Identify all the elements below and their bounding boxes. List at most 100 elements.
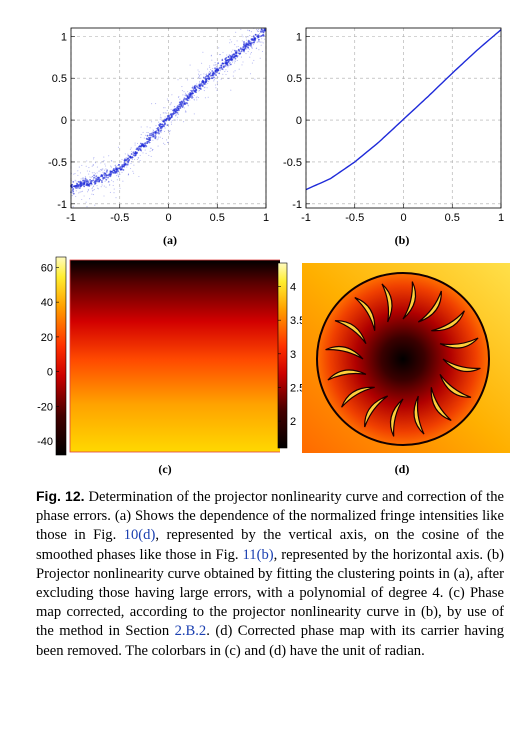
scatter-point <box>186 99 188 101</box>
scatter-point <box>118 164 120 166</box>
scatter-point <box>225 65 227 67</box>
scatter-point <box>174 110 176 112</box>
scatter-point <box>75 180 76 181</box>
scatter-point <box>164 144 165 145</box>
scatter-point <box>140 155 141 156</box>
scatter-point <box>145 150 146 151</box>
scatter-point <box>125 153 126 154</box>
scatter-point <box>256 48 257 49</box>
scatter-point <box>237 50 238 51</box>
scatter-point <box>185 93 186 94</box>
scatter-point <box>258 49 259 50</box>
scatter-point <box>184 103 186 105</box>
scatter-point <box>184 101 186 103</box>
scatter-point <box>228 78 229 79</box>
scatter-point <box>117 179 118 180</box>
scatter-point <box>164 124 166 126</box>
scatter-point <box>201 83 203 85</box>
scatter-point <box>144 138 145 139</box>
scatter-point <box>167 117 168 118</box>
phase-map-c <box>70 260 280 452</box>
scatter-point <box>115 165 116 166</box>
scatter-point <box>231 51 232 52</box>
scatter-point <box>246 42 248 44</box>
scatter-point <box>188 105 189 106</box>
scatter-point <box>151 136 152 137</box>
scatter-point <box>104 170 105 171</box>
scatter-point <box>104 175 106 177</box>
y-tick-label: -1 <box>57 199 67 211</box>
scatter-point <box>181 86 182 87</box>
scatter-point <box>238 52 240 54</box>
scatter-point <box>243 41 245 43</box>
scatter-point <box>221 79 222 80</box>
scatter-point <box>168 142 169 143</box>
scatter-point <box>186 111 187 112</box>
scatter-point <box>183 105 184 106</box>
scatter-point <box>94 172 95 173</box>
plot-b: 10.50-0.5-1-1 -0.5 0 0.5 1 <box>265 18 510 233</box>
y-tick-label: 0.5 <box>287 73 302 85</box>
scatter-point <box>211 60 212 61</box>
scatter-point <box>185 94 186 95</box>
scatter-point <box>118 147 119 148</box>
scatter-point <box>235 70 236 71</box>
scatter-point <box>101 174 103 176</box>
scatter-point <box>85 178 87 180</box>
scatter-point <box>103 160 104 161</box>
caption-ref-section-2b2[interactable]: 2.B.2 <box>175 623 207 639</box>
scatter-point <box>191 97 193 99</box>
scatter-point <box>252 39 254 41</box>
scatter-point <box>143 144 145 146</box>
scatter-point <box>150 148 151 149</box>
scatter-point <box>192 86 193 87</box>
caption-ref-fig10d[interactable]: 10(d) <box>124 527 156 543</box>
scatter-point <box>88 174 89 175</box>
scatter-point <box>105 187 106 188</box>
scatter-point <box>110 192 111 193</box>
scatter-point <box>94 176 95 177</box>
scatter-point <box>198 74 199 75</box>
scatter-point <box>97 172 98 173</box>
scatter-point <box>89 198 90 199</box>
scatter-point <box>215 87 216 88</box>
scatter-point <box>182 102 184 104</box>
scatter-point <box>213 65 214 66</box>
scatter-point <box>118 176 119 177</box>
scatter-point <box>108 155 109 156</box>
scatter-point <box>165 112 166 113</box>
scatter-point <box>152 150 153 151</box>
scatter-point <box>175 112 177 114</box>
scatter-point <box>250 73 251 74</box>
scatter-point <box>138 147 140 149</box>
colorbar-tick-label: 20 <box>41 332 53 344</box>
scatter-point <box>165 128 166 129</box>
scatter-point <box>229 65 230 66</box>
scatter-point <box>91 188 92 189</box>
scatter-point <box>119 188 120 189</box>
scatter-point <box>134 159 135 160</box>
scatter-point <box>258 39 260 41</box>
caption-ref-fig11b[interactable]: 11(b) <box>243 547 274 563</box>
scatter-point <box>194 95 195 96</box>
scatter-point <box>244 52 245 53</box>
scatter-point <box>217 72 218 73</box>
scatter-point <box>178 114 179 115</box>
scatter-point <box>81 165 82 166</box>
scatter-point <box>96 181 98 183</box>
scatter-point <box>202 85 204 87</box>
scatter-point <box>198 84 200 86</box>
scatter-point <box>78 181 80 183</box>
scatter-point <box>258 29 259 30</box>
scatter-point <box>174 119 175 120</box>
scatter-point <box>233 76 234 77</box>
scatter-point <box>238 46 239 47</box>
scatter-point <box>141 151 142 152</box>
scatter-point <box>100 169 101 170</box>
scatter-point <box>146 138 148 140</box>
scatter-point <box>79 186 80 187</box>
scatter-point <box>257 42 258 43</box>
scatter-point <box>165 116 166 117</box>
scatter-point <box>234 62 235 63</box>
scatter-point <box>105 173 107 175</box>
